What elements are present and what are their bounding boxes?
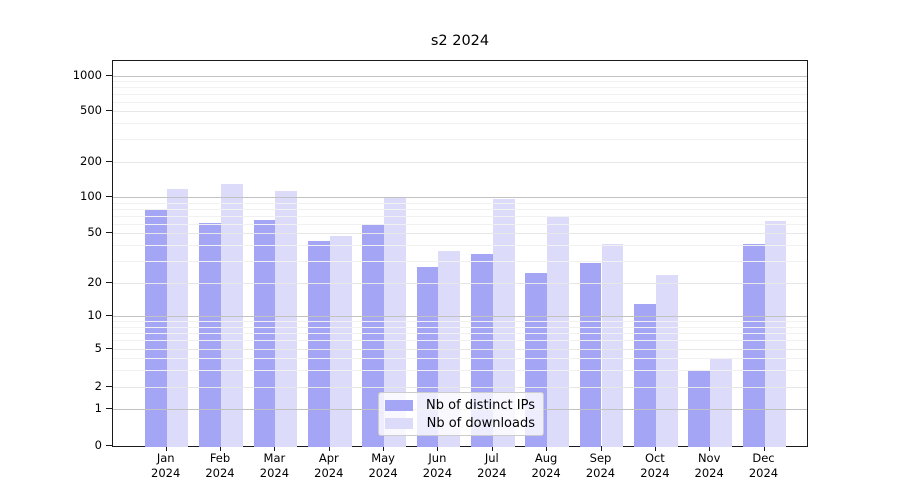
bar-distinct-ips bbox=[579, 262, 602, 447]
x-tick-label: Feb 2024 bbox=[205, 451, 235, 480]
chart-title: s2 2024 bbox=[430, 33, 490, 49]
y-tick-mark bbox=[106, 408, 112, 409]
x-tick-mark bbox=[709, 447, 711, 451]
bar-downloads bbox=[221, 183, 243, 447]
y-tick-label: 5 bbox=[94, 341, 102, 355]
x-tick-label: Jan 2024 bbox=[151, 451, 181, 480]
y-tick-mark bbox=[106, 282, 112, 283]
bar-downloads bbox=[764, 221, 787, 447]
y-tick-mark bbox=[106, 232, 112, 233]
x-tick-label: Sep 2024 bbox=[585, 451, 616, 480]
grid-line bbox=[113, 139, 807, 141]
bar-distinct-ips bbox=[688, 370, 711, 447]
bar-distinct-ips bbox=[362, 223, 385, 447]
y-tick-mark bbox=[106, 386, 112, 387]
x-tick-mark bbox=[437, 447, 439, 451]
x-tick-mark bbox=[491, 447, 493, 451]
x-tick-mark bbox=[600, 447, 602, 451]
x-tick-mark bbox=[763, 447, 765, 451]
bar-downloads bbox=[710, 358, 732, 447]
grid-line bbox=[113, 76, 807, 77]
x-tick-label: Aug 2024 bbox=[531, 451, 561, 480]
grid-line bbox=[113, 162, 807, 163]
grid-line bbox=[113, 233, 807, 234]
y-tick-label: 1000 bbox=[72, 68, 102, 82]
x-tick-label: Jul 2024 bbox=[477, 451, 507, 480]
grid-line bbox=[113, 215, 807, 217]
grid-line bbox=[113, 260, 807, 262]
y-tick-label: 200 bbox=[80, 154, 102, 168]
y-tick-mark bbox=[106, 75, 112, 76]
grid-line bbox=[113, 81, 807, 83]
x-tick-mark bbox=[274, 447, 276, 451]
x-tick-label: Mar 2024 bbox=[259, 451, 290, 480]
grid-line bbox=[113, 370, 807, 372]
bar-downloads bbox=[655, 275, 678, 447]
bar-distinct-ips bbox=[199, 222, 222, 447]
y-tick-label: 0 bbox=[94, 438, 102, 452]
grid-line bbox=[113, 283, 807, 284]
bar-downloads bbox=[547, 216, 569, 447]
y-tick-mark bbox=[106, 161, 112, 162]
y-tick-label: 2 bbox=[94, 379, 102, 393]
x-tick-mark bbox=[383, 447, 385, 451]
y-tick-mark bbox=[106, 445, 112, 446]
plot-area bbox=[112, 60, 808, 447]
grid-line bbox=[113, 387, 807, 388]
y-tick-label: 10 bbox=[87, 308, 102, 322]
x-tick-mark bbox=[165, 447, 167, 451]
y-tick-label: 1 bbox=[94, 401, 102, 415]
grid-line bbox=[113, 94, 807, 95]
x-tick-label: May 2024 bbox=[368, 451, 398, 480]
grid-line bbox=[113, 245, 807, 247]
y-tick-label: 20 bbox=[87, 275, 102, 289]
legend-swatch-distinct-ips bbox=[385, 399, 413, 411]
x-tick-label: Apr 2024 bbox=[314, 451, 344, 480]
grid-line bbox=[113, 358, 807, 360]
y-tick-mark bbox=[106, 348, 112, 349]
x-tick-mark bbox=[654, 447, 656, 451]
x-tick-label: Jun 2024 bbox=[422, 451, 453, 480]
grid-line bbox=[113, 333, 807, 334]
y-tick-mark bbox=[106, 110, 112, 111]
x-tick-label: Dec 2024 bbox=[748, 451, 779, 480]
bar-distinct-ips bbox=[634, 303, 656, 447]
grid-line bbox=[113, 111, 807, 112]
y-tick-label: 100 bbox=[80, 189, 102, 203]
bar-downloads bbox=[275, 190, 298, 447]
bar-distinct-ips bbox=[307, 241, 330, 447]
y-tick-label: 50 bbox=[87, 225, 102, 239]
x-tick-label: Oct 2024 bbox=[640, 451, 670, 480]
bar-downloads bbox=[329, 236, 352, 447]
legend-row-downloads: Nb of downloads bbox=[385, 416, 535, 431]
grid-line bbox=[113, 349, 807, 350]
legend: Nb of distinct IPs Nb of downloads bbox=[378, 392, 544, 436]
legend-label-downloads: Nb of downloads bbox=[426, 415, 535, 431]
y-tick-label: 500 bbox=[80, 103, 102, 117]
grid-line bbox=[113, 326, 807, 328]
x-tick-mark bbox=[220, 447, 221, 451]
grid-line bbox=[113, 123, 807, 125]
bar-downloads bbox=[601, 243, 624, 447]
grid-line bbox=[113, 202, 807, 204]
legend-swatch-downloads bbox=[385, 417, 413, 429]
x-tick-label: Nov 2024 bbox=[694, 451, 724, 480]
grid-line bbox=[113, 208, 807, 210]
grid-line bbox=[113, 223, 807, 225]
grid-line bbox=[113, 101, 807, 103]
bar-downloads bbox=[166, 188, 189, 447]
legend-label-distinct-ips: Nb of distinct IPs bbox=[426, 397, 535, 413]
grid-line bbox=[113, 316, 807, 317]
x-tick-mark bbox=[328, 447, 330, 451]
grid-line bbox=[113, 87, 807, 89]
y-tick-mark bbox=[106, 196, 112, 197]
legend-row-distinct-ips: Nb of distinct IPs bbox=[385, 398, 535, 413]
x-tick-mark bbox=[546, 447, 548, 451]
grid-line bbox=[113, 321, 807, 322]
grid-line bbox=[113, 340, 807, 342]
grid-line bbox=[113, 197, 807, 198]
y-tick-mark bbox=[106, 315, 112, 316]
bar-distinct-ips bbox=[742, 243, 765, 447]
